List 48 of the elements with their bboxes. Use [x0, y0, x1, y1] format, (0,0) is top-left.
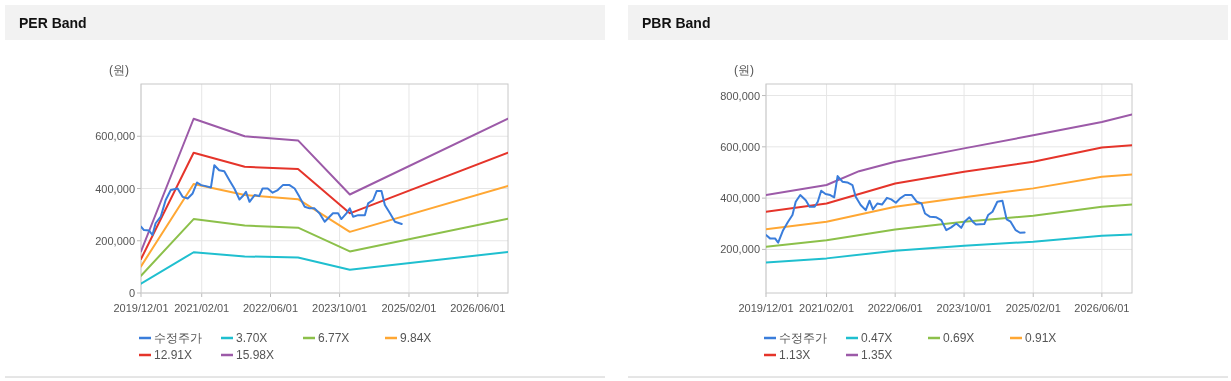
y-tick-label: 200,000 [720, 243, 760, 256]
x-tick-label: 2023/10/01 [312, 302, 368, 314]
x-tick-label: 2021/02/01 [799, 302, 855, 314]
chart-title: PBR Band [642, 15, 711, 31]
legend-label: 수정주가 [154, 331, 202, 345]
x-tick-label: 2019/12/01 [113, 302, 169, 314]
x-tick-label: 2025/02/01 [381, 302, 437, 314]
chart-title: PER Band [19, 15, 87, 31]
legend-item: 1.35X [846, 348, 893, 362]
legend-label: 1.35X [861, 348, 893, 362]
x-tick-label: 2021/02/01 [174, 302, 230, 314]
legend-label: 1.13X [779, 348, 811, 362]
x-tick-label: 2022/06/01 [867, 302, 923, 314]
legend-item: 9.84X [385, 331, 432, 345]
legend-item: 15.98X [221, 348, 275, 362]
legend-item: 수정주가 [139, 331, 202, 345]
legend-item: 12.91X [139, 348, 193, 362]
y-tick-label: 600,000 [720, 140, 760, 153]
legend-item: 0.69X [928, 331, 975, 345]
legend-item: 0.47X [846, 331, 893, 345]
y-axis-title: (원) [109, 63, 129, 77]
x-tick-label: 2022/06/01 [242, 302, 299, 314]
x-tick-label: 2023/10/01 [936, 302, 992, 314]
y-tick-label: 400,000 [720, 192, 760, 205]
y-tick-label: 400,000 [95, 182, 135, 195]
x-tick-label: 2026/06/01 [1074, 302, 1130, 314]
legend-item: 0.91X [1010, 331, 1057, 345]
x-tick-label: 2025/02/01 [1005, 302, 1061, 314]
legend-label: 6.77X [318, 331, 350, 345]
legend-label: 0.47X [861, 331, 893, 345]
legend-label: 0.91X [1025, 331, 1057, 345]
legend-label: 9.84X [400, 331, 432, 345]
y-tick-label: 800,000 [720, 89, 760, 102]
legend-label: 12.91X [154, 348, 193, 362]
legend-label: 3.70X [236, 331, 268, 345]
y-tick-label: 200,000 [95, 234, 135, 247]
legend-label: 0.69X [943, 331, 975, 345]
y-axis-title: (원) [734, 63, 754, 77]
y-tick-label: 600,000 [95, 130, 135, 143]
legend-item: 1.13X [764, 348, 811, 362]
x-tick-label: 2026/06/01 [450, 302, 506, 314]
legend-item: 수정주가 [764, 331, 827, 345]
legend-item: 6.77X [303, 331, 350, 345]
legend-label: 15.98X [236, 348, 275, 362]
legend-label: 수정주가 [779, 331, 827, 345]
y-tick-label: 0 [128, 287, 135, 299]
x-tick-label: 2019/12/01 [738, 302, 794, 314]
legend-item: 3.70X [221, 331, 268, 345]
